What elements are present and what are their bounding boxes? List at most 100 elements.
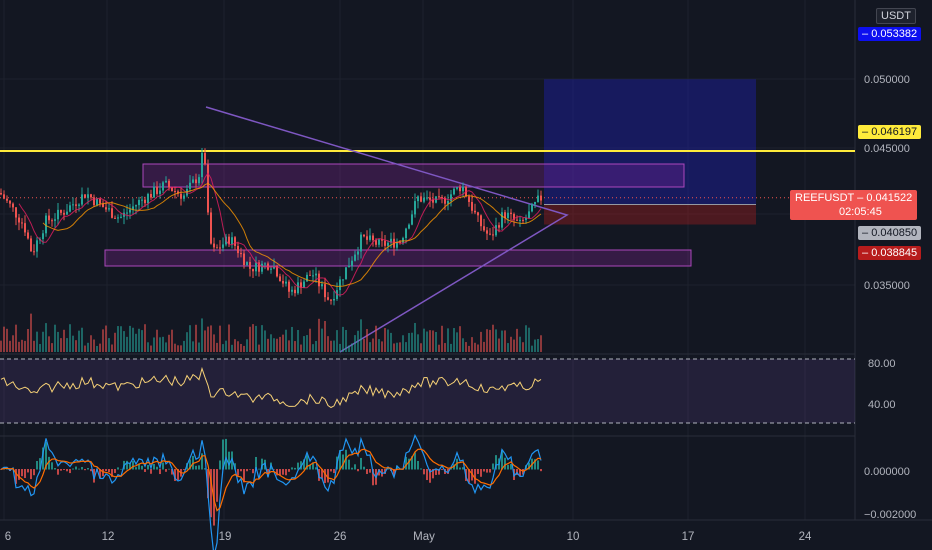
volume-bar: [492, 324, 494, 352]
last-price-value: 0.041522: [866, 192, 913, 204]
macd-histogram-bar: [330, 469, 332, 472]
candle-body: [459, 187, 461, 192]
volume-bar: [510, 336, 512, 352]
volume-bar: [408, 333, 410, 352]
candle-body: [303, 281, 305, 288]
macd-histogram-bar: [15, 469, 17, 484]
candle-body: [246, 262, 248, 265]
candle-body: [492, 234, 494, 236]
candle-body: [348, 265, 350, 268]
macd-tick-label: −0.002000: [864, 509, 916, 521]
volume-bar: [477, 344, 479, 352]
volume-bar: [483, 341, 485, 352]
currency-badge[interactable]: USDT: [876, 8, 916, 24]
volume-bar: [315, 340, 317, 352]
volume-bar: [114, 332, 116, 352]
volume-bar: [48, 336, 50, 352]
volume-bar: [141, 330, 143, 352]
macd-histogram-bar: [84, 469, 86, 471]
macd-histogram-bar: [306, 455, 308, 470]
candle-body: [42, 233, 44, 240]
candle-body: [528, 211, 530, 218]
volume-bar: [180, 345, 182, 352]
macd-histogram-bar: [102, 469, 104, 477]
volume-bar: [372, 338, 374, 352]
candle-body: [351, 260, 353, 266]
triangle-pattern: [205, 106, 569, 353]
volume-bar: [540, 335, 542, 352]
macd-histogram-bar: [225, 438, 227, 470]
volume-bar: [72, 335, 74, 352]
candle-body: [537, 195, 539, 203]
macd-histogram-bar: [66, 469, 68, 472]
macd-histogram-bar: [483, 469, 485, 472]
macd-histogram-bar: [60, 469, 62, 471]
candle-body: [420, 196, 422, 202]
macd-histogram-bar: [333, 469, 335, 474]
volume-bar: [261, 325, 263, 352]
candle-body: [213, 243, 215, 248]
candle-body: [300, 282, 302, 288]
volume-bar: [306, 335, 308, 352]
candle-body: [462, 186, 464, 192]
macd-histogram-bar: [357, 469, 359, 472]
macd-histogram-bar: [99, 469, 101, 479]
volume-bar: [246, 339, 248, 352]
macd-histogram-bar: [168, 468, 170, 470]
candle-body: [369, 235, 371, 240]
volume-bar: [450, 343, 452, 352]
volume-bar: [21, 339, 23, 352]
volume-bar: [393, 343, 395, 352]
macd-histogram-bar: [387, 468, 389, 470]
candle-body: [204, 152, 206, 165]
macd-histogram-bar: [285, 469, 287, 476]
macd-histogram-bar: [36, 461, 38, 470]
macd-histogram-bar: [75, 466, 77, 470]
macd-histogram-bar: [429, 469, 431, 483]
macd-histogram-bar: [507, 464, 509, 470]
volume-bar: [456, 332, 458, 352]
macd-histogram-bar: [315, 467, 317, 470]
candle-body: [471, 201, 473, 211]
macd-histogram-bar: [48, 456, 50, 470]
macd-histogram-bar: [258, 468, 260, 470]
volume-bar: [531, 345, 533, 352]
volume-bar: [126, 336, 128, 352]
volume-bar: [357, 330, 359, 352]
volume-bar: [360, 319, 362, 352]
candle-body: [384, 240, 386, 246]
macd-histogram-bar: [282, 469, 284, 475]
macd-histogram-bar: [204, 468, 206, 470]
volume-bar: [423, 328, 425, 352]
volume-bar: [147, 342, 149, 352]
candlestick-series: [0, 148, 542, 306]
candle-body: [330, 299, 332, 301]
rsi-band: [0, 359, 855, 423]
macd-histogram-bar: [426, 469, 428, 481]
volume-bar: [270, 334, 272, 352]
volume-bar: [222, 344, 224, 352]
candle-body: [438, 196, 440, 198]
volume-bar: [324, 321, 326, 352]
macd-histogram-bar: [18, 469, 20, 480]
volume-bar: [225, 340, 227, 352]
candle-body: [51, 220, 53, 222]
candle-body: [201, 152, 203, 178]
candle-body: [18, 217, 20, 223]
volume-bar: [75, 340, 77, 352]
stop-value: 0.038845: [871, 247, 918, 259]
candle-body: [450, 194, 452, 202]
macd-histogram-bar: [246, 469, 248, 472]
resistance-value: 0.046197: [871, 126, 918, 138]
candle-body: [30, 238, 32, 252]
macd-tick-label: 0.000000: [864, 466, 910, 478]
volume-bar: [462, 338, 464, 352]
volume-bar: [171, 329, 173, 352]
macd-histogram-bar: [153, 463, 155, 470]
macd-histogram-bar: [165, 469, 167, 472]
volume-bar: [33, 340, 35, 352]
volume-bar: [183, 340, 185, 352]
ma-fast: [18, 172, 542, 296]
candle-body: [165, 180, 167, 183]
